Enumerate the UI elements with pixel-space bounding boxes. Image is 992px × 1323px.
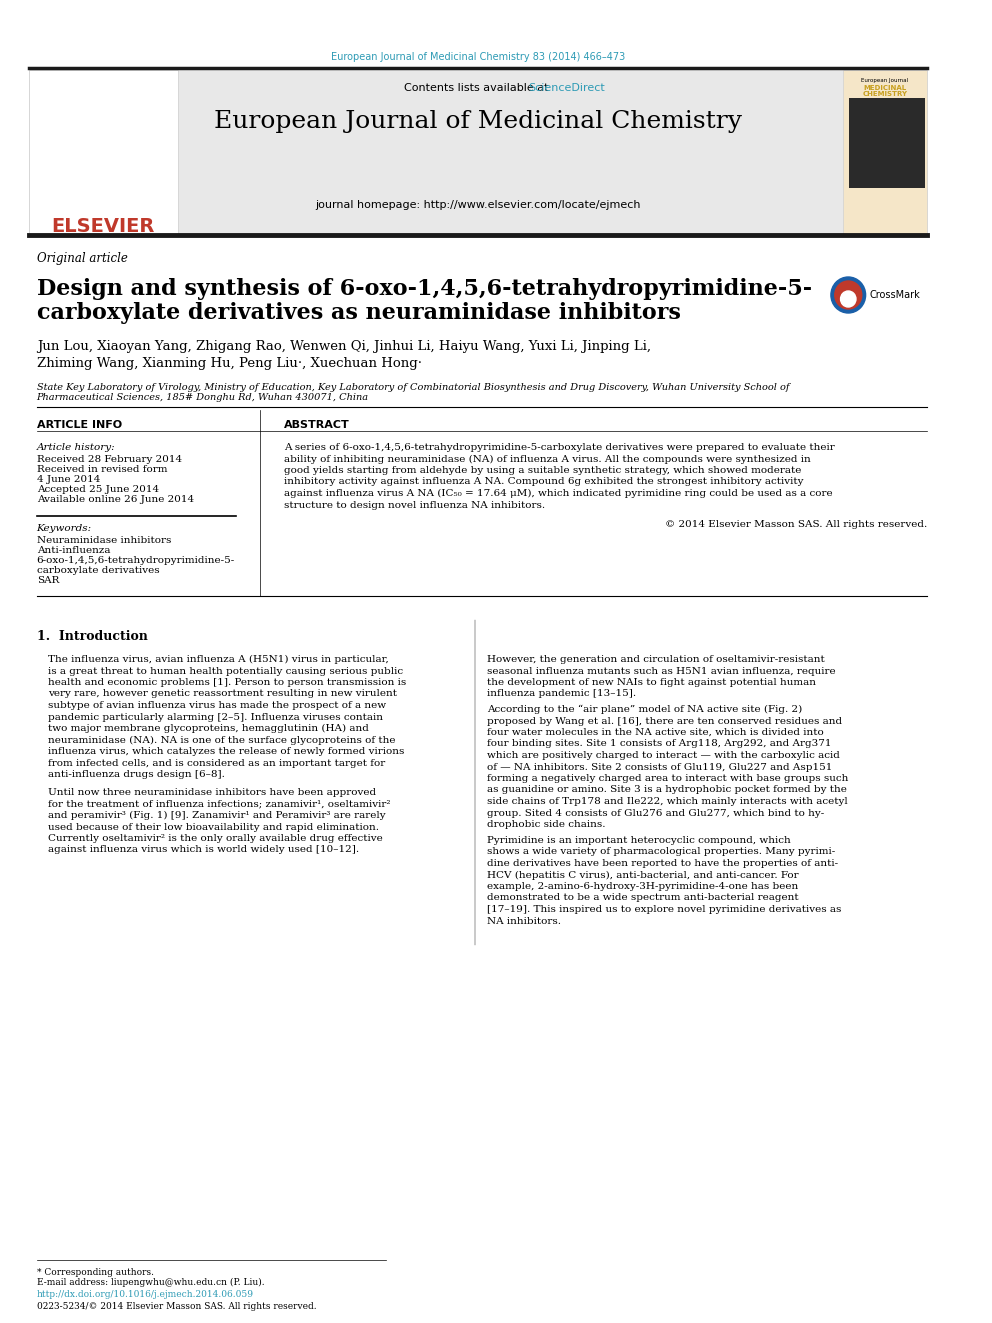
Text: Contents lists available at: Contents lists available at: [404, 83, 553, 93]
Text: inhibitory activity against influenza A NA. Compound 6g exhibited the strongest : inhibitory activity against influenza A …: [285, 478, 804, 487]
Text: shows a wide variety of pharmacological properties. Many pyrimi-: shows a wide variety of pharmacological …: [487, 848, 835, 856]
Text: © 2014 Elsevier Masson SAS. All rights reserved.: © 2014 Elsevier Masson SAS. All rights r…: [665, 520, 928, 529]
Text: side chains of Trp178 and Ile222, which mainly interacts with acetyl: side chains of Trp178 and Ile222, which …: [487, 796, 847, 806]
Text: good yields starting from aldehyde by using a suitable synthetic strategy, which: good yields starting from aldehyde by us…: [285, 466, 802, 475]
Text: * Corresponding authors.: * Corresponding authors.: [37, 1267, 154, 1277]
Text: the development of new NAIs to fight against potential human: the development of new NAIs to fight aga…: [487, 677, 815, 687]
Text: group. Sited 4 consists of Glu276 and Glu277, which bind to hy-: group. Sited 4 consists of Glu276 and Gl…: [487, 808, 824, 818]
Text: [17–19]. This inspired us to explore novel pyrimidine derivatives as: [17–19]. This inspired us to explore nov…: [487, 905, 841, 914]
Text: Original article: Original article: [37, 251, 128, 265]
Text: The influenza virus, avian influenza A (H5N1) virus in particular,: The influenza virus, avian influenza A (…: [49, 655, 389, 664]
Text: dine derivatives have been reported to have the properties of anti-: dine derivatives have been reported to h…: [487, 859, 838, 868]
Text: European Journal of Medicinal Chemistry: European Journal of Medicinal Chemistry: [214, 110, 742, 134]
Text: influenza virus, which catalyzes the release of newly formed virions: influenza virus, which catalyzes the rel…: [49, 747, 405, 755]
Bar: [849, 98, 926, 188]
Text: Article history:: Article history:: [37, 443, 115, 452]
Text: ability of inhibiting neuraminidase (NA) of influenza A virus. All the compounds: ability of inhibiting neuraminidase (NA)…: [285, 455, 811, 463]
Text: drophobic side chains.: drophobic side chains.: [487, 820, 605, 830]
Text: carboxylate derivatives: carboxylate derivatives: [37, 566, 160, 576]
Text: State Key Laboratory of Virology, Ministry of Education, Key Laboratory of Combi: State Key Laboratory of Virology, Minist…: [37, 382, 789, 392]
Circle shape: [835, 280, 862, 310]
Text: European Journal of Medicinal Chemistry 83 (2014) 466–473: European Journal of Medicinal Chemistry …: [331, 52, 625, 62]
Circle shape: [840, 291, 856, 307]
Text: of — NA inhibitors. Site 2 consists of Glu119, Glu227 and Asp151: of — NA inhibitors. Site 2 consists of G…: [487, 762, 832, 771]
Text: Received in revised form: Received in revised form: [37, 464, 167, 474]
Text: carboxylate derivatives as neuraminidase inhibitors: carboxylate derivatives as neuraminidase…: [37, 302, 681, 324]
Text: NA inhibitors.: NA inhibitors.: [487, 917, 560, 926]
Text: subtype of avian influenza virus has made the prospect of a new: subtype of avian influenza virus has mad…: [49, 701, 386, 710]
Text: E-mail address: liupengwhu@whu.edu.cn (P. Liu).: E-mail address: liupengwhu@whu.edu.cn (P…: [37, 1278, 264, 1287]
Text: CHEMISTRY: CHEMISTRY: [862, 91, 908, 97]
Text: ScienceDirect: ScienceDirect: [528, 83, 605, 93]
Text: against influenza virus A NA (IC₅₀ = 17.64 μM), which indicated pyrimidine ring : against influenza virus A NA (IC₅₀ = 17.…: [285, 490, 833, 499]
Text: against influenza virus which is world widely used [10–12].: against influenza virus which is world w…: [49, 845, 359, 855]
Text: structure to design novel influenza NA inhibitors.: structure to design novel influenza NA i…: [285, 500, 546, 509]
Text: http://dx.doi.org/10.1016/j.ejmech.2014.06.059: http://dx.doi.org/10.1016/j.ejmech.2014.…: [37, 1290, 254, 1299]
Text: MEDICINAL: MEDICINAL: [863, 85, 907, 91]
Text: 4 June 2014: 4 June 2014: [37, 475, 100, 484]
Text: Jun Lou, Xiaoyan Yang, Zhigang Rao, Wenwen Qi, Jinhui Li, Haiyu Wang, Yuxi Li, J: Jun Lou, Xiaoyan Yang, Zhigang Rao, Wenw…: [37, 340, 651, 353]
Text: ABSTRACT: ABSTRACT: [285, 419, 350, 430]
Text: ARTICLE INFO: ARTICLE INFO: [37, 419, 122, 430]
Text: 1.  Introduction: 1. Introduction: [37, 630, 148, 643]
Text: two major membrane glycoproteins, hemagglutinin (HA) and: two major membrane glycoproteins, hemagg…: [49, 724, 369, 733]
Text: is a great threat to human health potentially causing serious public: is a great threat to human health potent…: [49, 667, 404, 676]
Text: seasonal influenza mutants such as H5N1 avian influenza, require: seasonal influenza mutants such as H5N1 …: [487, 667, 835, 676]
Text: demonstrated to be a wide spectrum anti-bacterial reagent: demonstrated to be a wide spectrum anti-…: [487, 893, 799, 902]
Text: Received 28 February 2014: Received 28 February 2014: [37, 455, 182, 464]
Text: very rare, however genetic reassortment resulting in new virulent: very rare, however genetic reassortment …: [49, 689, 397, 699]
Text: Anti-influenza: Anti-influenza: [37, 546, 110, 556]
Text: ELSEVIER: ELSEVIER: [52, 217, 155, 235]
Text: Currently oseltamivir² is the only orally available drug effective: Currently oseltamivir² is the only orall…: [49, 833, 383, 843]
Text: CrossMark: CrossMark: [869, 290, 921, 300]
Text: anti-influenza drugs design [6–8].: anti-influenza drugs design [6–8].: [49, 770, 225, 779]
Text: from infected cells, and is considered as an important target for: from infected cells, and is considered a…: [49, 758, 386, 767]
Text: health and economic problems [1]. Person to person transmission is: health and economic problems [1]. Person…: [49, 677, 407, 687]
Bar: [29, 70, 179, 235]
Text: four water molecules in the NA active site, which is divided into: four water molecules in the NA active si…: [487, 728, 823, 737]
Text: proposed by Wang et al. [16], there are ten conserved residues and: proposed by Wang et al. [16], there are …: [487, 717, 842, 725]
Text: SAR: SAR: [37, 576, 59, 585]
Text: Available online 26 June 2014: Available online 26 June 2014: [37, 495, 193, 504]
Text: and peramivir³ (Fig. 1) [9]. Zanamivir¹ and Peramivir³ are rarely: and peramivir³ (Fig. 1) [9]. Zanamivir¹ …: [49, 811, 386, 820]
Text: Until now three neuraminidase inhibitors have been approved: Until now three neuraminidase inhibitors…: [49, 789, 376, 796]
Text: as guanidine or amino. Site 3 is a hydrophobic pocket formed by the: as guanidine or amino. Site 3 is a hydro…: [487, 786, 846, 795]
Text: Zhiming Wang, Xianming Hu, Peng Liu·, Xuechuan Hong·: Zhiming Wang, Xianming Hu, Peng Liu·, Xu…: [37, 357, 422, 370]
Text: 0223-5234/© 2014 Elsevier Masson SAS. All rights reserved.: 0223-5234/© 2014 Elsevier Masson SAS. Al…: [37, 1302, 316, 1311]
Text: for the treatment of influenza infections; zanamivir¹, oseltamivir²: for the treatment of influenza infection…: [49, 799, 391, 808]
Text: According to the “air plane” model of NA active site (Fig. 2): According to the “air plane” model of NA…: [487, 705, 803, 714]
Text: 6-oxo-1,4,5,6-tetrahydropyrimidine-5-: 6-oxo-1,4,5,6-tetrahydropyrimidine-5-: [37, 556, 235, 565]
Text: journal homepage: http://www.elsevier.com/locate/ejmech: journal homepage: http://www.elsevier.co…: [315, 200, 641, 210]
Text: Pyrimidine is an important heterocyclic compound, which: Pyrimidine is an important heterocyclic …: [487, 836, 791, 845]
Text: four binding sites. Site 1 consists of Arg118, Arg292, and Arg371: four binding sites. Site 1 consists of A…: [487, 740, 831, 749]
Bar: [29, 70, 843, 235]
Text: forming a negatively charged area to interact with base groups such: forming a negatively charged area to int…: [487, 774, 848, 783]
Text: Design and synthesis of 6-oxo-1,4,5,6-tetrahydropyrimidine-5-: Design and synthesis of 6-oxo-1,4,5,6-te…: [37, 278, 811, 300]
Bar: [843, 70, 928, 235]
Text: Accepted 25 June 2014: Accepted 25 June 2014: [37, 486, 159, 493]
Text: However, the generation and circulation of oseltamivir-resistant: However, the generation and circulation …: [487, 655, 824, 664]
Text: influenza pandemic [13–15].: influenza pandemic [13–15].: [487, 689, 636, 699]
Text: pandemic particularly alarming [2–5]. Influenza viruses contain: pandemic particularly alarming [2–5]. In…: [49, 713, 383, 721]
Text: Pharmaceutical Sciences, 185# Donghu Rd, Wuhan 430071, China: Pharmaceutical Sciences, 185# Donghu Rd,…: [37, 393, 369, 402]
Text: HCV (hepatitis C virus), anti-bacterial, and anti-cancer. For: HCV (hepatitis C virus), anti-bacterial,…: [487, 871, 799, 880]
Text: example, 2-amino-6-hydroxy-3H-pyrimidine-4-one has been: example, 2-amino-6-hydroxy-3H-pyrimidine…: [487, 882, 798, 890]
Text: European Journal: European Journal: [861, 78, 909, 83]
Text: A series of 6-oxo-1,4,5,6-tetrahydropyrimidine-5-carboxylate derivatives were pr: A series of 6-oxo-1,4,5,6-tetrahydropyri…: [285, 443, 835, 452]
Text: neuraminidase (NA). NA is one of the surface glycoproteins of the: neuraminidase (NA). NA is one of the sur…: [49, 736, 396, 745]
Text: Keywords:: Keywords:: [37, 524, 91, 533]
Text: which are positively charged to interact — with the carboxylic acid: which are positively charged to interact…: [487, 751, 839, 759]
Circle shape: [831, 277, 866, 314]
Text: Neuraminidase inhibitors: Neuraminidase inhibitors: [37, 536, 171, 545]
Text: used because of their low bioavailability and rapid elimination.: used because of their low bioavailabilit…: [49, 823, 379, 831]
